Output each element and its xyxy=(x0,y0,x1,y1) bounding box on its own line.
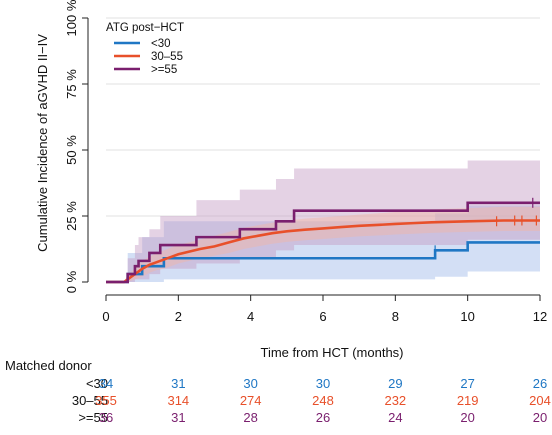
x-tick-label: 4 xyxy=(247,309,254,324)
x-tick-label: 2 xyxy=(175,309,182,324)
ci-bands xyxy=(106,160,540,282)
risk-value: 20 xyxy=(533,410,547,425)
risk-value: 30 xyxy=(316,376,330,391)
risk-value: 36 xyxy=(99,410,113,425)
ci-band-1 xyxy=(106,206,540,282)
x-tick-label: 0 xyxy=(102,309,109,324)
risk-row-label-0: <30 xyxy=(86,376,108,391)
risk-row-label-2: >=55 xyxy=(78,410,108,425)
series-lines xyxy=(106,201,540,284)
risk-value: 219 xyxy=(457,393,479,408)
y-tick-label: 75 % xyxy=(64,69,79,99)
risk-value: 204 xyxy=(529,393,551,408)
risk-value: 26 xyxy=(316,410,330,425)
ci-band-2 xyxy=(106,160,540,282)
risk-value: 29 xyxy=(388,376,402,391)
x-tick-label: 6 xyxy=(319,309,326,324)
risk-value: 27 xyxy=(460,376,474,391)
risk-value: 24 xyxy=(388,410,402,425)
risk-value: 30 xyxy=(243,376,257,391)
x-axis-label: Time from HCT (months) xyxy=(260,345,403,360)
y-axis-label: Cumulative Incidence of aGVHD II−IV xyxy=(35,34,50,252)
risk-value: 31 xyxy=(171,410,185,425)
risk-value: 28 xyxy=(243,410,257,425)
y-tick-label: 0 % xyxy=(64,270,79,293)
risk-value: 248 xyxy=(312,393,334,408)
axes: 0 % 25 % 50 % 75 % 100 % 0 2 4 6 8 10 12 xyxy=(64,0,547,324)
x-tick-label: 10 xyxy=(460,309,474,324)
x-tick-label: 8 xyxy=(392,309,399,324)
risk-table-title: Matched donor xyxy=(5,358,92,373)
risk-value: 34 xyxy=(99,376,113,391)
grid xyxy=(106,17,540,217)
x-tick-label: 12 xyxy=(533,309,547,324)
series-line-1 xyxy=(106,219,540,284)
y-tick-label: 50 % xyxy=(64,135,79,165)
y-tick-label: 100 % xyxy=(64,0,79,36)
censor-marks xyxy=(434,197,537,256)
risk-value: 232 xyxy=(384,393,406,408)
ci-band-0 xyxy=(106,205,540,282)
legend-label-2: >=55 xyxy=(151,64,177,76)
risk-value: 355 xyxy=(95,393,117,408)
series-line-2 xyxy=(106,201,540,284)
risk-value: 274 xyxy=(240,393,262,408)
risk-value: 26 xyxy=(533,376,547,391)
risk-value: 20 xyxy=(460,410,474,425)
risk-value: 31 xyxy=(171,376,185,391)
risk-value: 314 xyxy=(167,393,189,408)
legend-title: ATG post−HCT xyxy=(106,22,184,34)
legend-label-0: <30 xyxy=(151,38,171,50)
risk-row-label-1: 30–55 xyxy=(72,393,108,408)
y-tick-label: 25 % xyxy=(64,201,79,231)
legend-label-1: 30–55 xyxy=(151,51,183,63)
